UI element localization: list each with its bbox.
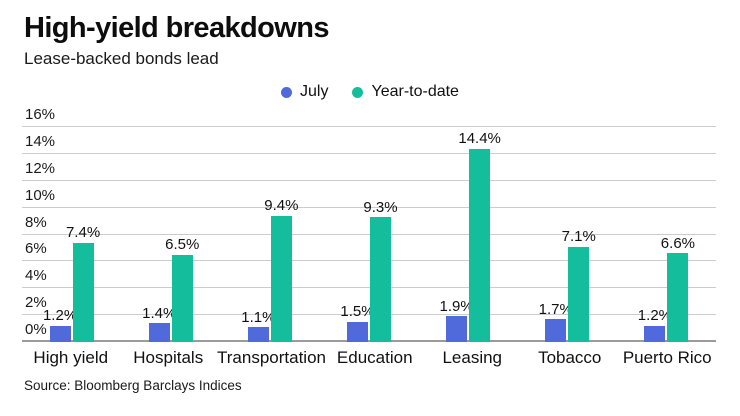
bar-group: 1.5% 9.3% [319,127,418,342]
bar-value-label: 1.5% [340,303,375,321]
bar-group: 1.4% 6.5% [121,127,220,342]
bar-chart: 0% 2% 4% 6% 8% 10% 12% 14% 16% 1.2% 7.4% 1.4% 6.5% 1.… [22,107,716,368]
bar-july: 1.9% [440,298,474,342]
bar-year-to-date: 14.4% [458,130,501,342]
y-tick-label: 2% [25,294,47,312]
chart-title: High-yield breakdowns [24,12,329,44]
y-tick-label: 12% [25,159,56,177]
bar-year-to-date: 7.4% [66,225,100,342]
legend-dot-july-icon [281,86,293,98]
bar-value-label: 1.2% [42,307,78,325]
source-note: Source: Bloomberg Barclays Indices [24,378,242,393]
x-category-label: Education [336,348,413,367]
bar-value-label: 6.5% [165,236,200,254]
y-tick-label: 4% [25,267,47,285]
legend-label-year-to-date: Year-to-date [371,83,459,100]
bar-year-to-date: 7.1% [562,229,596,342]
bar-july: 1.2% [638,308,672,342]
bar-value-label: 7.4% [65,224,101,242]
x-category-label: High yield [33,348,109,367]
gridline [22,179,716,181]
bar-value-label: 1.9% [439,297,474,315]
bar-value-label: 14.4% [458,130,501,147]
gridline [22,287,716,289]
gridline [22,260,716,262]
bar-value-label: 1.1% [241,308,276,326]
bar-value-label: 1.2% [637,307,673,325]
chart-subtitle: Lease-backed bonds lead [24,49,219,68]
bar-group: 1.2% 6.6% [617,127,716,342]
bar-value-label: 1.4% [142,304,177,322]
x-category-label: Puerto Rico [622,348,712,367]
y-tick-label: 8% [25,213,47,231]
x-category-label: Transportation [217,348,326,367]
legend-item-year-to-date: Year-to-date [352,83,459,101]
gridline [22,152,716,154]
bar-year-to-date: 6.6% [661,235,695,342]
gridline [22,233,716,235]
bar-value-label: 7.1% [561,228,596,246]
y-tick-label: 0% [25,321,47,338]
bar-july: 1.1% [241,309,275,342]
bar-july: 1.4% [142,305,176,342]
bar-groups: 1.2% 7.4% 1.4% 6.5% 1.1% 9.4% 1.5% 9.3% 1.9% 14.4… [22,127,716,342]
bar-value-label: 6.6% [660,234,696,252]
bar-group: 1.7% 7.1% [518,127,617,342]
gridline [22,126,716,127]
plot-area: 0% 2% 4% 6% 8% 10% 12% 14% 16% 1.2% 7.4% 1.4% 6.5% 1.… [22,107,716,342]
gridline [22,314,716,316]
bar-year-to-date: 6.5% [165,237,199,342]
x-category-label: Hospitals [133,348,204,367]
legend-dot-year-to-date-icon [352,86,364,98]
bar-july: 1.2% [43,308,77,342]
x-category-label: Leasing [442,348,503,367]
bar-year-to-date: 9.3% [363,199,398,342]
y-tick-label: 14% [25,132,56,150]
y-tick-label: 6% [25,240,47,258]
x-category-label: Tobacco [538,348,602,367]
legend-label-july: July [300,83,329,100]
bar-july: 1.7% [539,301,573,342]
y-tick-label: 16% [25,106,56,123]
legend-item-july: July [281,83,328,101]
legend: July Year-to-date [0,83,740,101]
bar-group: 1.2% 7.4% [22,127,121,342]
bar-value-label: 1.7% [538,300,573,318]
bar-value-label: 9.4% [264,197,299,215]
x-axis-baseline [22,340,716,342]
bar-group: 1.1% 9.4% [220,127,319,342]
x-axis-labels: High yield Hospitals Transportation Educati… [22,348,716,368]
gridline [22,206,716,208]
bar-group: 1.9% 14.4% [419,127,518,342]
bar-july: 1.5% [340,304,375,342]
bar-value-label: 9.3% [363,198,398,216]
y-tick-label: 10% [25,186,56,204]
bar-year-to-date: 9.4% [264,198,298,342]
